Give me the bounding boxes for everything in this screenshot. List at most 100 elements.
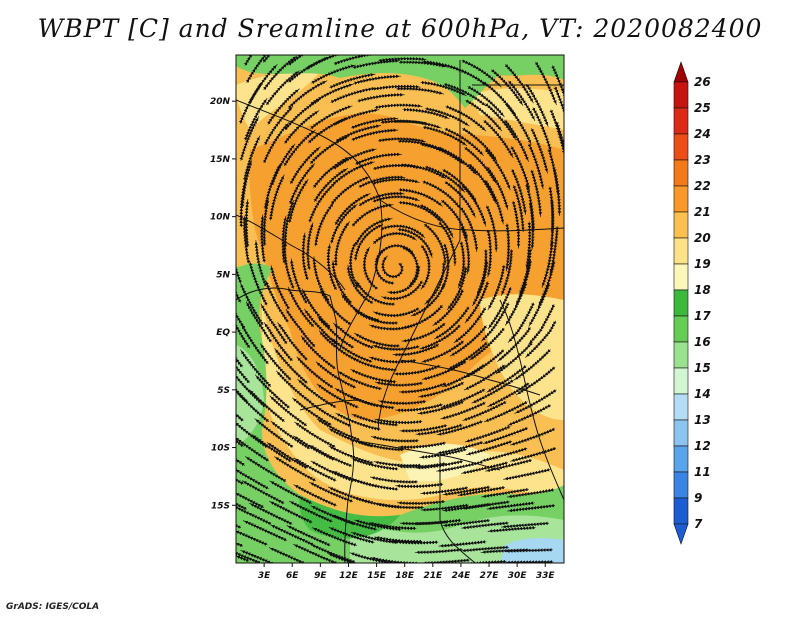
streamline bbox=[374, 103, 423, 110]
colorbar-swatch bbox=[673, 367, 689, 395]
streamline bbox=[333, 55, 380, 66]
lon-tick-label: 24E bbox=[452, 571, 472, 581]
streamline bbox=[485, 458, 532, 472]
streamline bbox=[501, 521, 550, 529]
streamline bbox=[504, 548, 553, 553]
lon-tick-label: 3E bbox=[258, 571, 271, 581]
streamline bbox=[395, 482, 444, 489]
streamline bbox=[530, 169, 543, 217]
lat-tick-label: 10S bbox=[211, 444, 230, 454]
colorbar-label: 14 bbox=[694, 387, 711, 401]
map-frame bbox=[235, 54, 565, 564]
streamline bbox=[268, 174, 285, 221]
streamline bbox=[356, 440, 404, 452]
colorbar-label: 15 bbox=[694, 361, 711, 375]
streamline bbox=[329, 204, 358, 244]
lat-tick-label: 20N bbox=[210, 97, 231, 107]
colorbar-swatch bbox=[673, 185, 689, 213]
colorbar-swatch bbox=[673, 341, 689, 369]
streamline bbox=[311, 64, 356, 85]
colorbar-label: 9 bbox=[694, 491, 702, 505]
colorbar-label: 22 bbox=[694, 179, 711, 193]
lon-tick-label: 27E bbox=[480, 571, 500, 581]
streamline bbox=[395, 569, 443, 570]
colorbar-swatch bbox=[673, 159, 689, 187]
streamline bbox=[353, 74, 401, 85]
streamline bbox=[350, 368, 397, 384]
streamline bbox=[396, 499, 445, 506]
colorbar-label: 16 bbox=[694, 335, 711, 349]
colorbar-swatch bbox=[673, 263, 689, 291]
streamline bbox=[239, 179, 247, 228]
streamline bbox=[370, 435, 419, 443]
colorbar-label: 7 bbox=[694, 517, 703, 531]
streamline bbox=[528, 202, 535, 251]
colorbar-label: 11 bbox=[694, 465, 711, 479]
grads-credit: GrADS: IGES/COLA bbox=[6, 602, 100, 612]
colorbar-swatch bbox=[673, 445, 689, 473]
streamline bbox=[552, 168, 562, 216]
streamline bbox=[368, 522, 417, 531]
colorbar-swatch bbox=[673, 237, 689, 265]
streamline bbox=[484, 180, 505, 225]
streamline bbox=[330, 87, 377, 104]
streamline bbox=[438, 540, 487, 548]
colorbar-label: 23 bbox=[694, 153, 711, 167]
streamline bbox=[461, 184, 487, 227]
longitude-axis: 3E 6E 9E 12E 15E 18E 21E 24E 27E 30E 33E bbox=[258, 563, 555, 581]
lat-tick-label: 15N bbox=[210, 155, 231, 165]
streamline bbox=[327, 552, 373, 563]
streamline bbox=[507, 503, 556, 513]
colorbar-label: 20 bbox=[694, 231, 711, 245]
lon-tick-label: 30E bbox=[508, 571, 528, 581]
streamline bbox=[357, 93, 405, 103]
streamline bbox=[374, 418, 423, 425]
lon-tick-label: 18E bbox=[395, 571, 415, 581]
streamline bbox=[240, 549, 285, 563]
streamline bbox=[378, 56, 427, 63]
colorbar-max-arrow bbox=[673, 61, 689, 83]
streamline bbox=[511, 200, 521, 249]
streamline bbox=[505, 560, 554, 563]
streamline bbox=[351, 458, 399, 471]
colorbar-swatch bbox=[673, 133, 689, 161]
colorbar-swatch bbox=[673, 211, 689, 239]
lon-tick-label: 15E bbox=[367, 571, 387, 581]
streamline bbox=[438, 221, 457, 267]
streamline bbox=[372, 195, 420, 203]
colorbar-swatch bbox=[673, 419, 689, 447]
colorbar-swatch bbox=[673, 393, 689, 421]
streamline bbox=[350, 356, 397, 372]
streamline bbox=[438, 565, 486, 569]
streamline bbox=[390, 539, 439, 545]
streamline bbox=[503, 468, 551, 481]
streamline bbox=[370, 556, 418, 563]
streamline bbox=[268, 547, 313, 563]
streamlines bbox=[236, 55, 564, 570]
map-panel bbox=[236, 55, 564, 570]
streamline bbox=[355, 152, 402, 166]
streamline bbox=[510, 146, 530, 191]
colorbar-label: 24 bbox=[694, 127, 711, 141]
streamline bbox=[553, 86, 564, 131]
colorbar-swatch bbox=[673, 107, 689, 135]
streamline bbox=[351, 128, 399, 142]
streamline bbox=[460, 227, 471, 275]
streamline bbox=[242, 215, 251, 264]
streamline bbox=[370, 476, 418, 484]
lon-tick-label: 21E bbox=[423, 571, 443, 581]
colorbar-swatch bbox=[673, 471, 689, 499]
colorbar-label: 17 bbox=[694, 309, 711, 323]
streamline bbox=[351, 478, 399, 491]
lat-tick-label: 5N bbox=[216, 270, 230, 280]
lat-tick-label: 10N bbox=[210, 213, 231, 223]
lat-tick-label: 15S bbox=[211, 501, 230, 511]
colorbar-label: 12 bbox=[694, 439, 711, 453]
colorbar-min-arrow bbox=[673, 523, 689, 545]
chart-title: WBPT [C] and Sreamline at 600hPa, VT: 20… bbox=[37, 14, 763, 43]
lon-tick-label: 12E bbox=[339, 571, 359, 581]
colorbar-swatch bbox=[673, 81, 689, 109]
colorbar-label: 18 bbox=[694, 283, 711, 297]
colorbar-swatch bbox=[673, 315, 689, 343]
